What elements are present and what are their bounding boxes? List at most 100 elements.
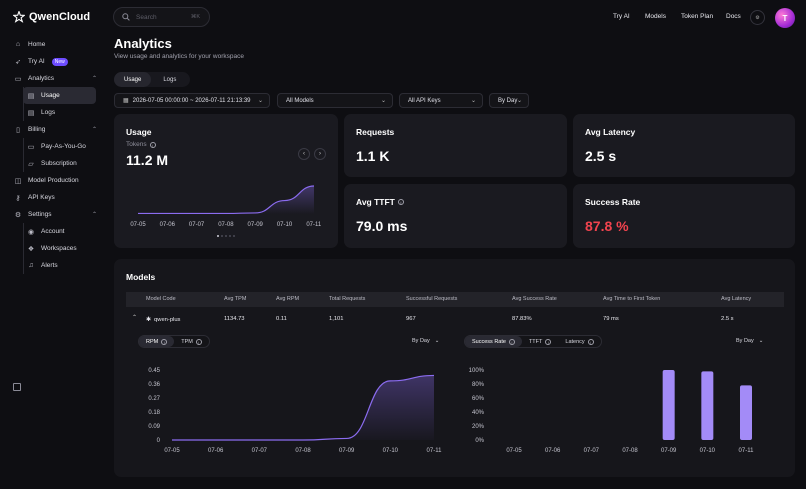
key-icon: ⚷ xyxy=(15,194,21,202)
pill-ttft[interactable]: TTFT i xyxy=(522,336,558,347)
search-input[interactable]: Search ⌘K xyxy=(113,7,210,27)
cell-ttft: 79 ms xyxy=(603,316,619,322)
rpm-granularity-select[interactable]: By Day ⌄ xyxy=(412,338,439,344)
col-avg-rpm: Avg RPM xyxy=(276,296,300,302)
success-rate-value: 87.8 % xyxy=(585,218,629,234)
sidebar-item-label: Pay-As-You-Go xyxy=(41,143,86,150)
date-range-picker[interactable]: ▦ 2026-07-05 00:00:00 ~ 2026-07-11 21:13… xyxy=(114,93,270,108)
y-tick-label: 100% xyxy=(469,368,485,374)
sidebar-item-label: Try AI xyxy=(28,58,45,65)
pill-tpm[interactable]: TPM i xyxy=(174,336,209,347)
bell-icon: ♫ xyxy=(28,262,34,269)
sidebar-item-subscription[interactable]: ▱ Subscription xyxy=(23,155,96,172)
sidebar-item-settings[interactable]: ⚙ Settings ⌃ xyxy=(10,206,102,223)
rpm-metric-toggle: RPM i TPM i xyxy=(138,335,210,348)
sidebar-item-workspaces[interactable]: ❖ Workspaces xyxy=(23,240,96,257)
cube-icon: ◫ xyxy=(14,177,22,185)
sidebar-item-analytics[interactable]: ▭ Analytics ⌃ xyxy=(10,70,102,87)
x-tick-label: 07-06 xyxy=(208,448,224,454)
granularity-select[interactable]: By Day ⌄ xyxy=(489,93,529,108)
x-tick-label: 07-09 xyxy=(661,448,677,454)
carousel-dot[interactable] xyxy=(229,235,231,237)
cell-avg-rpm: 0.11 xyxy=(276,316,287,322)
gear-icon: ⚙ xyxy=(755,14,760,21)
collapse-sidebar-icon[interactable] xyxy=(13,383,21,391)
usage-line xyxy=(137,185,315,215)
carousel-dot[interactable] xyxy=(221,235,223,237)
search-shortcut: ⌘K xyxy=(190,14,200,20)
sidebar-item-alerts[interactable]: ♫ Alerts xyxy=(23,257,96,274)
pill-success-rate[interactable]: Success Rate i xyxy=(465,336,522,347)
sidebar-nav: ⌂ Home ➶ Try AI New ▭ Analytics ⌃ ▤ Usag… xyxy=(10,36,102,274)
chevron-down-icon: ⌄ xyxy=(434,338,440,344)
wallet-icon: ▭ xyxy=(27,143,35,151)
next-button[interactable]: › xyxy=(314,148,326,160)
topnav-docs[interactable]: Docs xyxy=(726,13,741,20)
sidebar-item-account[interactable]: ◉ Account xyxy=(23,223,96,240)
info-icon[interactable]: i xyxy=(397,199,404,205)
usage-card-title: Usage xyxy=(126,127,152,137)
rpm-line xyxy=(171,374,435,441)
requests-card: Requests 1.1 K xyxy=(344,114,567,177)
pill-label: Latency xyxy=(565,338,585,345)
chevron-right-icon: › xyxy=(319,151,321,157)
chevron-down-icon: ⌄ xyxy=(470,98,476,104)
table-row[interactable]: ⌃ ✱ qwen-plus 1134.73 0.11 1,101 967 87.… xyxy=(126,311,784,329)
sidebar-item-label: Alerts xyxy=(41,262,58,269)
sidebar-item-billing[interactable]: ▯ Billing ⌃ xyxy=(10,121,102,138)
gear-icon: ⚙ xyxy=(14,211,22,219)
topnav-models[interactable]: Models xyxy=(645,13,666,20)
sidebar-item-pay-as-you-go[interactable]: ▭ Pay-As-You-Go xyxy=(23,138,96,155)
sidebar-item-usage[interactable]: ▤ Usage xyxy=(23,87,96,104)
cell-success-rate: 87.83% xyxy=(512,316,532,322)
chevron-up-icon[interactable]: ⌃ xyxy=(132,315,137,321)
sidebar-item-logs[interactable]: ▤ Logs xyxy=(23,104,96,121)
success-rate-chart: 100% 80% 60% 40% 20% 0% 07-05 07-06 07-07 07-08 07… xyxy=(469,368,754,454)
sidebar-item-label: Settings xyxy=(28,211,52,218)
brand-logo[interactable]: QwenCloud xyxy=(13,11,90,23)
carousel-dot[interactable] xyxy=(225,235,227,237)
x-tick-label: 07-09 xyxy=(339,448,355,454)
x-tick-label: 07-06 xyxy=(160,222,176,228)
y-tick-label: 0% xyxy=(475,438,484,444)
api-key-select[interactable]: All API Keys ⌄ xyxy=(399,93,483,108)
pill-label: Success Rate xyxy=(472,338,506,345)
carousel-dot[interactable] xyxy=(217,235,219,237)
col-avg-ttft: Avg Time to First Token xyxy=(603,296,661,302)
x-tick-label: 07-08 xyxy=(295,448,311,454)
tab-usage[interactable]: Usage xyxy=(114,72,152,87)
date-range-value: 2026-07-05 00:00:00 ~ 2026-07-11 21:13:3… xyxy=(132,97,251,104)
tab-logs[interactable]: Logs xyxy=(163,76,177,83)
granularity-value: By Day xyxy=(498,97,518,104)
col-avg-latency: Avg Latency xyxy=(721,296,752,302)
topnav-try-ai[interactable]: Try AI xyxy=(613,13,630,20)
pill-latency[interactable]: Latency i xyxy=(558,336,600,347)
analytics-submenu: ▤ Usage ▤ Logs xyxy=(23,87,102,121)
topnav-token-plan[interactable]: Token Plan xyxy=(681,13,714,20)
x-tick-label: 07-10 xyxy=(277,222,293,228)
rate-granularity-select[interactable]: By Day ⌄ xyxy=(736,338,763,344)
prev-button[interactable]: ‹ xyxy=(298,148,310,160)
info-icon[interactable]: i xyxy=(149,141,156,148)
sidebar-item-model-production[interactable]: ◫ Model Production xyxy=(10,172,102,189)
rate-metric-toggle: Success Rate i TTFT i Latency i xyxy=(464,335,602,348)
y-tick-label: 0.36 xyxy=(148,382,160,388)
page-subtitle: View usage and analytics for your worksp… xyxy=(114,53,244,60)
chevron-down-icon: ⌄ xyxy=(516,98,522,104)
pill-rpm[interactable]: RPM i xyxy=(139,336,175,347)
sidebar-item-api-keys[interactable]: ⚷ API Keys xyxy=(10,189,102,206)
requests-value: 1.1 K xyxy=(356,148,390,164)
carousel-dot[interactable] xyxy=(233,235,235,237)
x-tick-label: 07-05 xyxy=(506,448,522,454)
tokens-value: 11.2 M xyxy=(126,152,169,168)
x-tick-label: 07-06 xyxy=(545,448,561,454)
avatar[interactable]: T xyxy=(775,8,795,28)
model-cell: ✱ qwen-plus xyxy=(146,316,180,324)
model-select[interactable]: All Models ⌄ xyxy=(277,93,393,108)
sidebar-item-try-ai[interactable]: ➶ Try AI New xyxy=(10,53,102,70)
settings-button[interactable]: ⚙ xyxy=(750,10,765,25)
sidebar-item-home[interactable]: ⌂ Home xyxy=(10,36,102,53)
api-key-select-value: All API Keys xyxy=(408,97,441,104)
new-badge: New xyxy=(51,57,68,66)
chevron-up-icon: ⌃ xyxy=(92,76,98,82)
